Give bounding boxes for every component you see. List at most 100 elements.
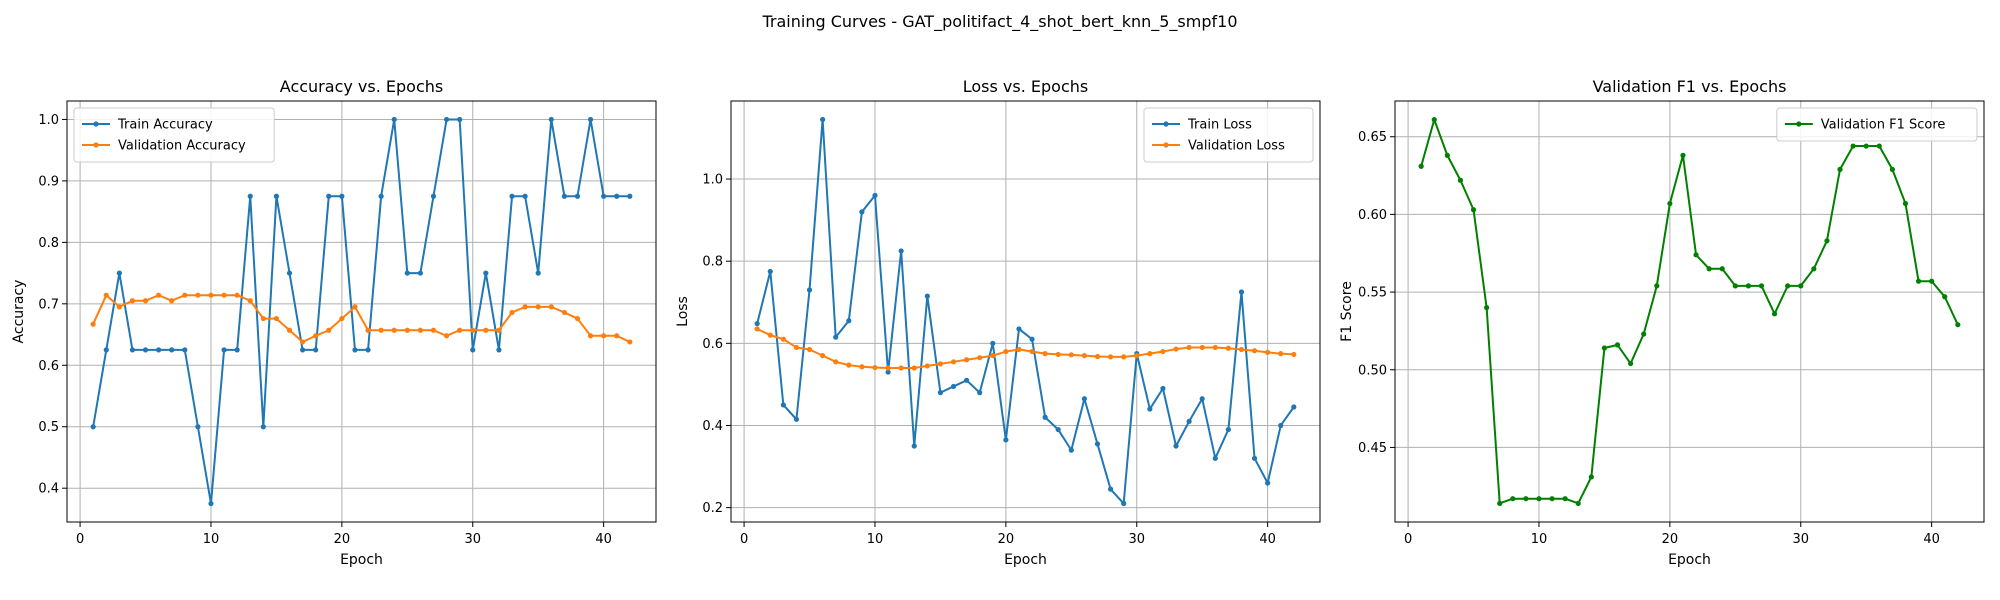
data-point xyxy=(937,390,944,396)
data-point xyxy=(1121,500,1127,507)
data-point xyxy=(859,364,865,370)
data-point xyxy=(352,304,358,310)
data-point xyxy=(430,193,437,199)
data-point xyxy=(1562,496,1568,502)
data-point xyxy=(614,333,620,339)
x-axis-label: Epoch xyxy=(1004,552,1047,568)
data-point xyxy=(990,340,996,346)
x-tick-label: 0 xyxy=(1404,532,1412,547)
data-point xyxy=(90,321,96,327)
data-point xyxy=(820,116,826,123)
data-point xyxy=(1134,353,1140,359)
axes-frame xyxy=(1394,100,1985,523)
data-point xyxy=(234,292,240,298)
data-point xyxy=(1510,496,1516,502)
data-point xyxy=(1107,354,1114,360)
legend-box xyxy=(73,107,275,163)
data-point xyxy=(1212,344,1218,351)
data-point xyxy=(208,500,214,507)
data-point xyxy=(885,365,891,371)
data-point xyxy=(1081,353,1087,359)
data-point xyxy=(1915,278,1922,284)
chart-panel-3: 0 10 20 30 40 0.45 0.50 0.55 0.60 0.65 Validation … xyxy=(1339,77,1985,568)
data-point xyxy=(1929,278,1935,284)
data-point xyxy=(806,346,813,353)
data-point xyxy=(496,347,502,353)
data-point xyxy=(1121,354,1127,360)
data-point xyxy=(247,298,253,304)
data-point xyxy=(614,193,620,199)
data-point xyxy=(601,333,607,339)
data-point xyxy=(1942,294,1948,300)
y-tick-label: 0.45 xyxy=(1358,441,1387,456)
data-point xyxy=(1418,163,1424,169)
y-tick-label: 0.50 xyxy=(1358,363,1387,378)
data-point xyxy=(846,362,852,368)
data-point xyxy=(443,116,450,123)
x-tick-label: 10 xyxy=(203,532,220,547)
x-tick-label: 40 xyxy=(1259,532,1276,547)
data-point xyxy=(1667,200,1673,207)
data-point xyxy=(1484,305,1490,311)
chart-panel-1: 0 10 20 30 40 0.4 0.5 0.6 0.7 0.8 0.9 1.0 Accuracy v… xyxy=(11,77,657,568)
data-point xyxy=(234,347,240,353)
x-axis-label: Epoch xyxy=(1668,552,1711,568)
data-point xyxy=(326,193,332,199)
data-point xyxy=(1470,207,1477,213)
data-point xyxy=(208,292,214,298)
data-point xyxy=(1291,404,1297,410)
data-point xyxy=(313,347,319,353)
data-point xyxy=(1278,351,1284,357)
data-point xyxy=(1081,396,1087,402)
x-tick-label: 30 xyxy=(464,532,481,547)
data-point xyxy=(1824,238,1830,244)
data-point xyxy=(1107,486,1114,492)
x-tick-label: 30 xyxy=(1792,532,1809,547)
legend: Validation F1 Score xyxy=(1776,107,1978,142)
data-point xyxy=(1771,311,1778,317)
data-point xyxy=(1251,455,1258,461)
data-point xyxy=(378,193,384,199)
data-point xyxy=(767,332,773,338)
data-point xyxy=(1680,152,1686,158)
data-point xyxy=(627,193,633,199)
data-point xyxy=(1614,342,1621,348)
data-point xyxy=(964,377,970,383)
data-point xyxy=(1811,266,1817,272)
data-point xyxy=(352,347,358,353)
data-point xyxy=(1003,348,1009,355)
data-point xyxy=(1029,348,1035,355)
y-tick-label: 0.6 xyxy=(702,337,723,352)
data-point xyxy=(1457,177,1464,183)
data-point xyxy=(1186,418,1192,424)
data-point xyxy=(1265,480,1271,486)
data-point xyxy=(142,347,149,353)
data-point xyxy=(509,309,515,316)
data-point xyxy=(260,315,266,322)
data-point xyxy=(561,193,567,199)
x-tick-label: 0 xyxy=(740,532,748,547)
data-point xyxy=(1706,266,1712,272)
data-point xyxy=(1785,283,1791,289)
data-point xyxy=(326,327,332,333)
data-point xyxy=(1029,336,1035,342)
data-point xyxy=(627,339,633,345)
legend: Train Loss Validation Loss xyxy=(1143,107,1314,163)
data-point xyxy=(404,270,410,276)
chart-panel-2: 0 10 20 30 40 0.2 0.4 0.6 0.8 1.0 Loss vs. Epochs E… xyxy=(675,77,1321,568)
data-point xyxy=(116,304,122,310)
data-point xyxy=(103,292,109,298)
data-point xyxy=(924,363,930,369)
y-tick-label: 0.7 xyxy=(38,297,59,312)
data-point xyxy=(587,116,594,123)
data-point xyxy=(129,298,136,304)
data-point xyxy=(793,344,800,351)
y-axis-label: Accuracy xyxy=(11,280,27,344)
y-axis-label: F1 Score xyxy=(1339,281,1355,342)
data-point xyxy=(1876,143,1882,149)
data-point xyxy=(990,353,996,359)
y-tick-label: 0.5 xyxy=(38,420,59,435)
legend-marker xyxy=(1163,121,1169,127)
data-point xyxy=(1147,351,1153,357)
